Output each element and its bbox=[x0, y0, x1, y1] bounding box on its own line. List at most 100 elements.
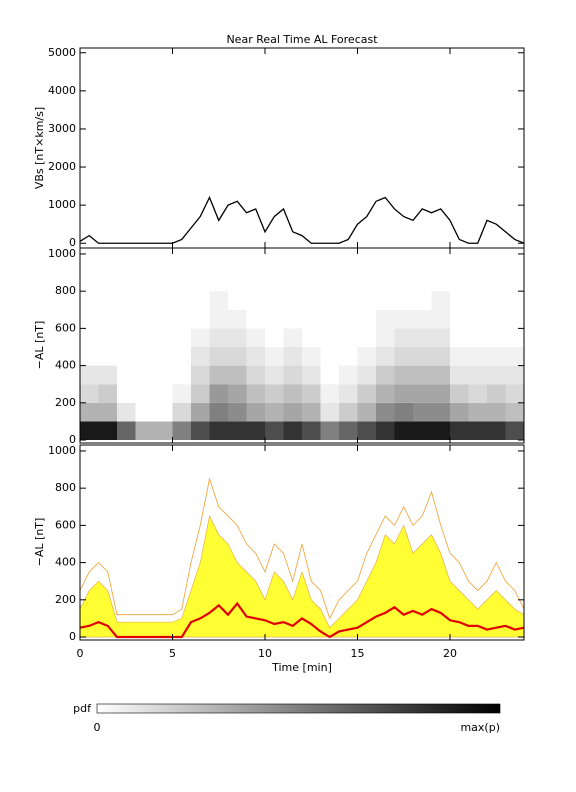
heat-cell bbox=[265, 272, 284, 292]
heat-cell bbox=[450, 291, 469, 310]
heat-cell bbox=[320, 384, 339, 403]
heat-cell bbox=[154, 402, 173, 422]
heat-cell bbox=[468, 272, 487, 292]
x-tick-label: 15 bbox=[351, 647, 365, 660]
colorbar-max-label: max(p) bbox=[460, 721, 500, 734]
y-tick-label: 600 bbox=[55, 321, 76, 334]
heat-cell bbox=[265, 421, 284, 441]
heat-cell bbox=[154, 328, 173, 347]
heat-cell bbox=[339, 402, 358, 422]
heat-cell bbox=[283, 309, 302, 329]
heat-cell bbox=[228, 328, 247, 347]
heat-cell bbox=[357, 384, 376, 403]
heat-cell bbox=[209, 291, 228, 310]
heat-cell bbox=[80, 402, 99, 422]
heat-cell bbox=[191, 291, 210, 310]
y-tick-label: 5000 bbox=[48, 46, 76, 59]
heat-cell bbox=[228, 346, 247, 366]
heat-cell bbox=[302, 291, 321, 310]
heat-cell bbox=[468, 309, 487, 329]
heat-cell bbox=[191, 402, 210, 422]
heat-cell bbox=[80, 421, 99, 441]
heat-cell bbox=[450, 309, 469, 329]
heat-cell bbox=[487, 309, 506, 329]
heat-cell bbox=[320, 365, 339, 385]
heat-cell bbox=[191, 346, 210, 366]
heat-cell bbox=[135, 328, 154, 347]
heat-cell bbox=[228, 272, 247, 292]
heat-cell bbox=[468, 346, 487, 366]
heat-cell bbox=[339, 272, 358, 292]
heat-cell bbox=[117, 272, 136, 292]
heat-cell bbox=[487, 291, 506, 310]
heat-cell bbox=[246, 328, 265, 347]
heat-cell bbox=[320, 346, 339, 366]
heat-cell bbox=[246, 365, 265, 385]
heat-cell bbox=[228, 384, 247, 403]
heat-cell bbox=[209, 384, 228, 403]
heat-cell bbox=[209, 402, 228, 422]
heat-cell bbox=[154, 365, 173, 385]
heat-cell bbox=[487, 421, 506, 441]
heat-cell bbox=[339, 291, 358, 310]
heat-cell bbox=[505, 365, 524, 385]
heat-cell bbox=[246, 291, 265, 310]
heat-cell bbox=[302, 346, 321, 366]
y-tick-label: 3000 bbox=[48, 122, 76, 135]
heat-cell bbox=[376, 365, 395, 385]
heat-cell bbox=[487, 346, 506, 366]
heat-cell bbox=[135, 291, 154, 310]
heat-cell bbox=[320, 291, 339, 310]
heat-cell bbox=[413, 421, 432, 441]
heat-cell bbox=[357, 421, 376, 441]
heat-cell bbox=[339, 384, 358, 403]
heat-cell bbox=[394, 421, 413, 441]
heat-cell bbox=[117, 384, 136, 403]
area bbox=[79, 515, 525, 638]
heat-cell bbox=[394, 309, 413, 329]
heat-cell bbox=[228, 365, 247, 385]
heat-cell bbox=[246, 309, 265, 329]
heat-cell bbox=[450, 384, 469, 403]
heat-cell bbox=[431, 384, 450, 403]
heat-cell bbox=[505, 272, 524, 292]
heat-cell bbox=[80, 365, 99, 385]
heat-cell bbox=[505, 421, 524, 441]
heat-cell bbox=[320, 402, 339, 422]
heat-cell bbox=[98, 346, 117, 366]
y-tick-label: 1000 bbox=[48, 198, 76, 211]
heat-cell bbox=[154, 309, 173, 329]
heat-cell bbox=[209, 328, 228, 347]
heat-cell bbox=[376, 291, 395, 310]
y-tick-label: 4000 bbox=[48, 84, 76, 97]
heat-cell bbox=[320, 272, 339, 292]
heat-cell bbox=[265, 346, 284, 366]
heat-cell bbox=[172, 346, 191, 366]
heat-cell bbox=[394, 402, 413, 422]
heat-cell bbox=[357, 365, 376, 385]
heat-cell bbox=[209, 309, 228, 329]
line bbox=[79, 601, 525, 639]
heat-cell bbox=[246, 402, 265, 422]
heat-cell bbox=[320, 309, 339, 329]
heat-cell bbox=[376, 346, 395, 366]
heat-cell bbox=[505, 309, 524, 329]
heat-cell bbox=[98, 328, 117, 347]
panel: 0 200 400 600 800 1000 −AL [nT] bbox=[33, 247, 525, 446]
heat-cell bbox=[413, 384, 432, 403]
heat-cell bbox=[505, 384, 524, 403]
y-axis-label: VBs [nT×km/s] bbox=[33, 107, 46, 189]
heat-cell bbox=[265, 402, 284, 422]
y-tick-label: 2000 bbox=[48, 160, 76, 173]
heat-cell bbox=[135, 365, 154, 385]
heat-cell bbox=[246, 384, 265, 403]
colorbar-label: pdf bbox=[73, 702, 92, 715]
heat-cell bbox=[283, 365, 302, 385]
heat-cell bbox=[172, 328, 191, 347]
heat-cell bbox=[191, 272, 210, 292]
heat-cell bbox=[209, 272, 228, 292]
heat-cell bbox=[191, 328, 210, 347]
heat-cell bbox=[172, 402, 191, 422]
heat-cell bbox=[228, 402, 247, 422]
y-tick-label: 800 bbox=[55, 481, 76, 494]
